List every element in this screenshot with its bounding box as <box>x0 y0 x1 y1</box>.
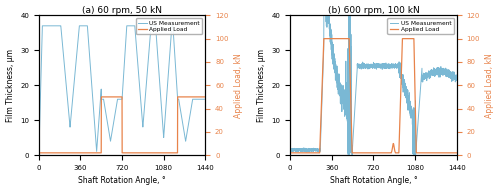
Y-axis label: Film Thickness, μm: Film Thickness, μm <box>6 49 15 122</box>
Applied Load <box>287 152 293 154</box>
X-axis label: Shaft Rotation Angle, °: Shaft Rotation Angle, ° <box>330 176 418 185</box>
Applied Load <box>115 96 121 98</box>
Title: (a) 60 rpm, 50 kN: (a) 60 rpm, 50 kN <box>82 6 162 15</box>
Applied Load <box>106 96 112 98</box>
US Measurement <box>357 66 363 68</box>
Applied Load <box>202 96 208 98</box>
US Measurement <box>106 130 112 132</box>
US Measurement <box>189 102 195 104</box>
Line: Applied Load: Applied Load <box>39 97 205 153</box>
US Measurement <box>197 98 203 100</box>
Applied Load <box>107 96 113 98</box>
Legend: US Measurement, Applied Load: US Measurement, Applied Load <box>136 18 202 34</box>
Applied Load <box>157 152 163 154</box>
US Measurement <box>410 154 416 156</box>
Applied Load <box>357 152 363 154</box>
US Measurement <box>36 154 42 156</box>
US Measurement <box>366 67 372 69</box>
US Measurement <box>202 98 208 100</box>
Applied Load <box>366 152 372 154</box>
Applied Load <box>440 152 446 154</box>
X-axis label: Shaft Rotation Angle, °: Shaft Rotation Angle, ° <box>78 176 166 185</box>
Applied Load <box>98 96 104 98</box>
US Measurement <box>107 138 113 140</box>
US Measurement <box>454 78 460 80</box>
Line: US Measurement: US Measurement <box>39 26 205 155</box>
US Measurement <box>448 73 454 75</box>
Applied Load <box>36 152 42 154</box>
Legend: US Measurement, Applied Load: US Measurement, Applied Load <box>388 18 454 34</box>
Title: (b) 600 rpm, 100 kN: (b) 600 rpm, 100 kN <box>328 6 420 15</box>
Applied Load <box>189 96 195 98</box>
Y-axis label: Applied Load, kN: Applied Load, kN <box>486 53 494 118</box>
Line: US Measurement: US Measurement <box>290 15 456 155</box>
US Measurement <box>40 25 46 27</box>
Y-axis label: Applied Load, kN: Applied Load, kN <box>234 53 243 118</box>
US Measurement <box>115 98 121 100</box>
Y-axis label: Film Thickness, μm: Film Thickness, μm <box>257 49 266 122</box>
US Measurement <box>358 65 364 67</box>
Applied Load <box>321 37 327 40</box>
Applied Load <box>408 37 414 40</box>
Applied Load <box>448 152 454 154</box>
US Measurement <box>440 68 446 70</box>
US Measurement <box>287 148 293 150</box>
US Measurement <box>408 111 414 114</box>
US Measurement <box>157 83 163 85</box>
Applied Load <box>454 152 460 154</box>
Applied Load <box>197 96 203 98</box>
Line: Applied Load: Applied Load <box>290 39 456 153</box>
Applied Load <box>358 152 364 154</box>
US Measurement <box>321 14 327 16</box>
